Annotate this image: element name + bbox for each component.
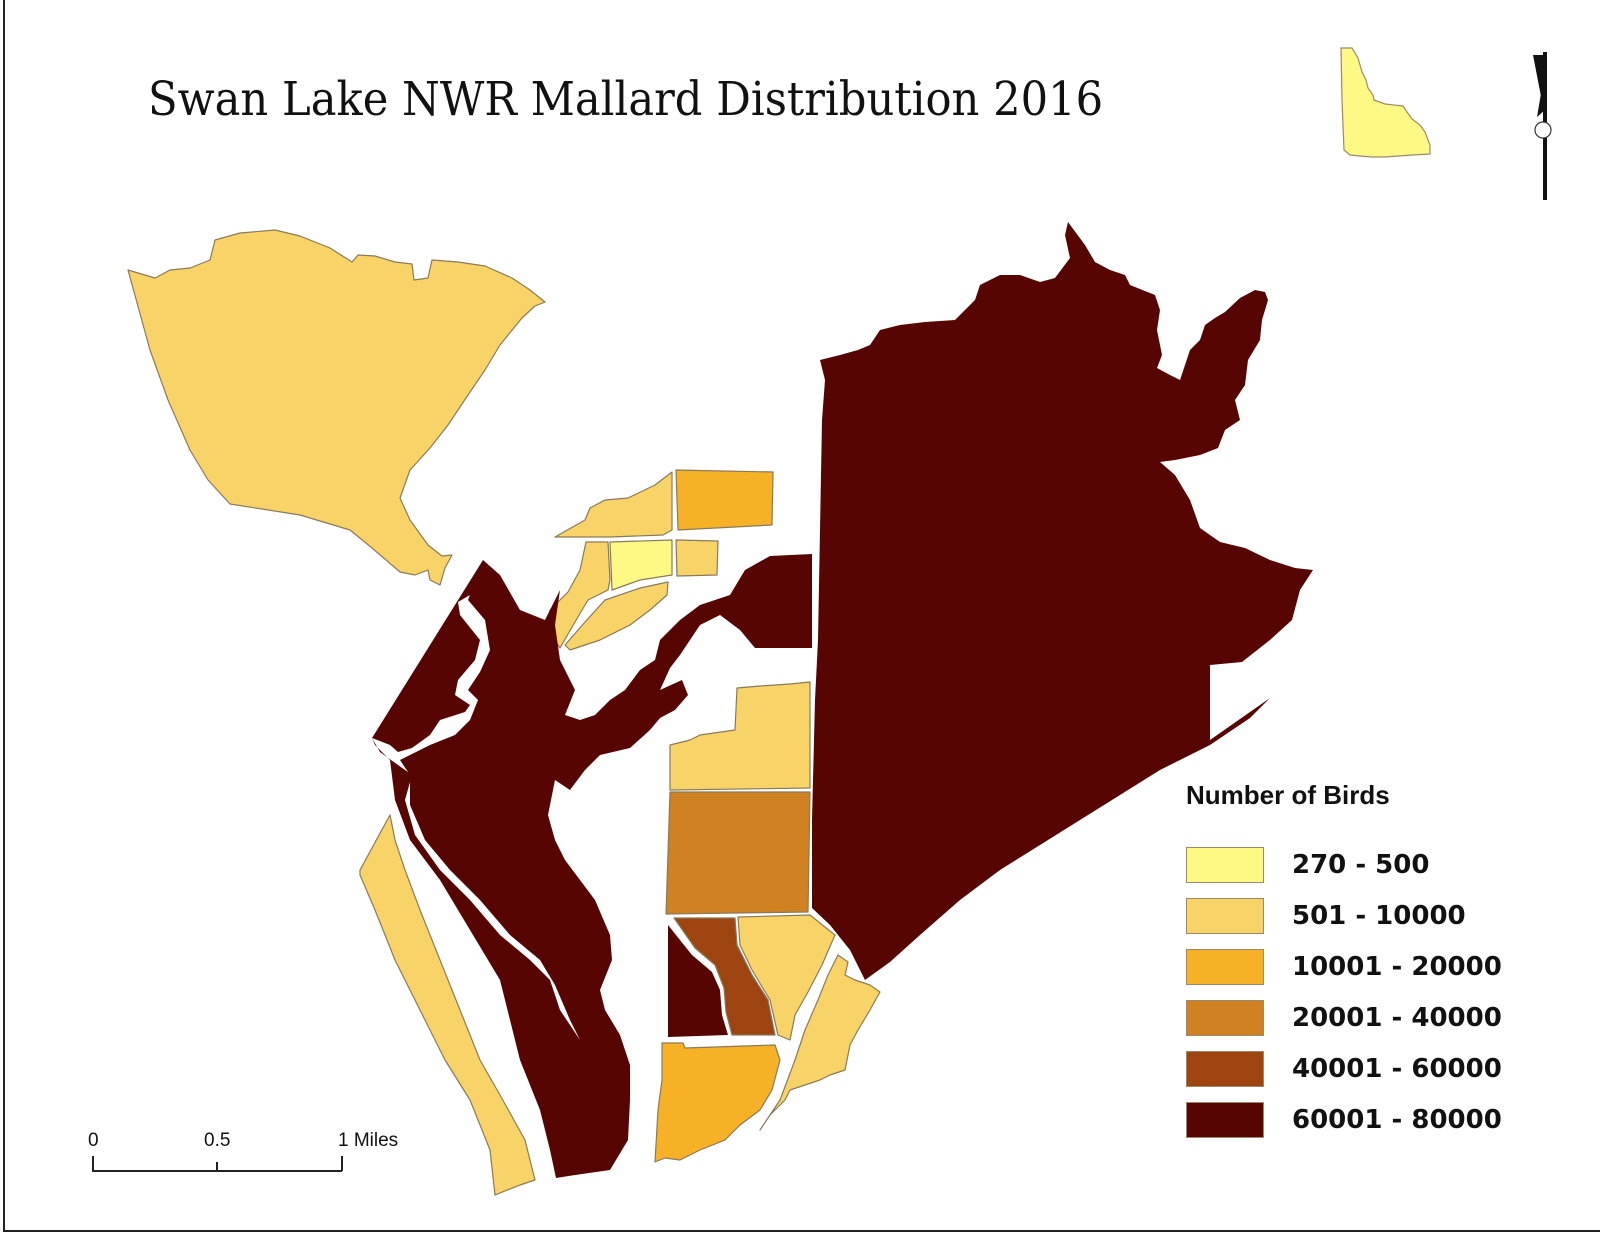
scale-tick <box>216 1162 218 1171</box>
unit-northwest-pool[interactable] <box>127 229 546 586</box>
locator-inset-icon <box>1340 47 1431 158</box>
north-arrow-icon <box>1533 52 1552 200</box>
legend-item: 60001 - 80000 <box>1186 1094 1502 1145</box>
legend-swatch <box>1186 1050 1264 1087</box>
unit-south-brown-unit[interactable] <box>673 917 776 1036</box>
unit-swan-lake[interactable] <box>372 554 812 1178</box>
unit-north-center-rect[interactable] <box>675 469 774 531</box>
unit-east-pool[interactable] <box>812 222 1313 980</box>
unit-south-light-unit[interactable] <box>737 914 836 1041</box>
legend-swatch <box>1186 948 1264 985</box>
legend-label: 10001 - 20000 <box>1292 951 1502 982</box>
scale-bar: 0 0.5 1 Miles <box>88 1130 398 1172</box>
map-title: Swan Lake NWR Mallard Distribution 2016 <box>148 72 1104 127</box>
legend-label: 270 - 500 <box>1292 849 1430 880</box>
legend: Number of Birds 270 - 500 501 - 10000 10… <box>1186 780 1502 1145</box>
scale-tick <box>341 1156 343 1171</box>
map-frame <box>3 0 1600 1232</box>
scale-line <box>92 1170 342 1172</box>
legend-swatch <box>1186 999 1264 1036</box>
legend-item: 10001 - 20000 <box>1186 941 1502 992</box>
unit-center-small-left-strip[interactable] <box>547 541 611 649</box>
scale-label-1: 1 Miles <box>338 1130 399 1151</box>
legend-label: 40001 - 60000 <box>1292 1053 1502 1084</box>
unit-west-levee-strip[interactable] <box>359 814 536 1196</box>
legend-label: 60001 - 80000 <box>1292 1104 1502 1135</box>
scale-label-0: 0 <box>88 1130 99 1151</box>
legend-item: 20001 - 40000 <box>1186 992 1502 1043</box>
unit-middle-field-upper[interactable] <box>669 681 811 791</box>
unit-center-small-diagonal[interactable] <box>564 581 669 651</box>
legend-item: 501 - 10000 <box>1186 890 1502 941</box>
unit-southeast-strip[interactable] <box>759 954 881 1131</box>
unit-center-small-yellow[interactable] <box>609 539 673 591</box>
unit-middle-field-orange[interactable] <box>665 791 811 915</box>
scale-tick <box>92 1156 94 1171</box>
legend-label: 20001 - 40000 <box>1292 1002 1502 1033</box>
unit-south-dark-unit[interactable] <box>668 925 728 1037</box>
legend-title: Number of Birds <box>1186 780 1390 810</box>
legend-label: 501 - 10000 <box>1292 900 1466 931</box>
legend-swatch <box>1186 1101 1264 1138</box>
unit-south-orange-unit[interactable] <box>654 1042 781 1163</box>
legend-item: 270 - 500 <box>1186 839 1502 890</box>
scale-label-half: 0.5 <box>204 1130 231 1151</box>
unit-center-small-square[interactable] <box>675 539 719 577</box>
legend-swatch <box>1186 846 1264 883</box>
unit-north-center-wedge[interactable] <box>554 471 673 538</box>
legend-swatch <box>1186 897 1264 934</box>
legend-item: 40001 - 60000 <box>1186 1043 1502 1094</box>
